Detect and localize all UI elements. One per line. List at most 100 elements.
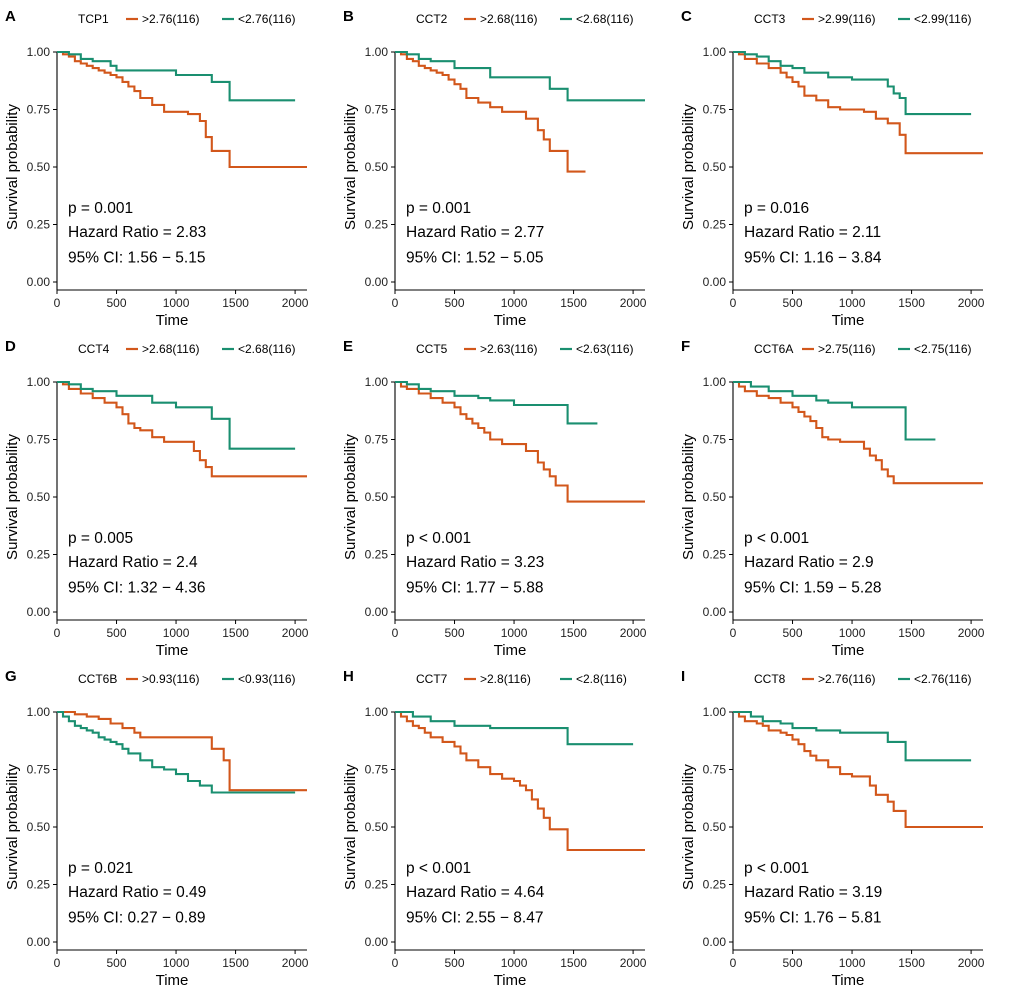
- y-tick-label: 1.00: [703, 375, 727, 389]
- legend: CCT5 >2.63(116) <2.63(116): [416, 342, 634, 356]
- x-axis-title: Time: [832, 972, 865, 986]
- x-tick-label: 1500: [898, 626, 925, 640]
- x-tick-label: 0: [392, 626, 399, 640]
- survival-curve-low: [57, 380, 296, 450]
- x-tick-label: 1000: [839, 626, 866, 640]
- legend-label-low: <2.63(116): [576, 342, 634, 356]
- legend-label-low: <0.93(116): [238, 672, 296, 686]
- panel-b: B CCT2 >2.68(116) <2.68(116) 0.00 0.25 0.50 0.7…: [342, 8, 647, 329]
- p-value: p < 0.001: [406, 530, 471, 547]
- panel-letter: D: [5, 338, 16, 355]
- x-tick-label: 1500: [898, 956, 925, 970]
- legend-gene-label: CCT6A: [754, 342, 793, 356]
- legend-gene-label: CCT5: [416, 342, 448, 356]
- panel-g: G CCT6B >0.93(116) <0.93(116) 0.00 0.25 0.50 0.…: [4, 668, 309, 986]
- p-value: p = 0.001: [406, 200, 471, 217]
- x-tick-label: 1500: [222, 626, 249, 640]
- y-tick-label: 0.50: [703, 490, 727, 504]
- y-tick-label: 0.75: [703, 433, 727, 447]
- p-value: p = 0.005: [68, 530, 133, 547]
- panel-letter: G: [5, 668, 17, 685]
- legend-label-high: >2.63(116): [480, 342, 538, 356]
- panel-h: H CCT7 >2.8(116) <2.8(116) 0.00 0.25 0.50 0.75 1…: [342, 668, 647, 986]
- x-tick-label: 0: [54, 296, 61, 310]
- survival-curve-low: [57, 50, 296, 102]
- y-tick-label: 0.75: [27, 763, 51, 777]
- panel-letter: E: [343, 338, 353, 355]
- y-tick-label: 0.00: [703, 935, 727, 949]
- confidence-interval: 95% CI: 1.56 − 5.15: [68, 249, 205, 266]
- y-tick-label: 0.50: [27, 820, 51, 834]
- x-tick-label: 2000: [282, 296, 309, 310]
- survival-curve-low: [733, 380, 936, 441]
- survival-curve-high: [733, 710, 983, 829]
- survival-curve-high: [57, 380, 307, 478]
- x-tick-label: 500: [445, 956, 465, 970]
- y-axis-title: Survival probability: [680, 434, 697, 560]
- legend: CCT4 >2.68(116) <2.68(116): [78, 342, 296, 356]
- legend: TCP1 >2.76(116) <2.76(116): [78, 12, 296, 26]
- legend-gene-label: CCT6B: [78, 672, 117, 686]
- legend-label-high: >0.93(116): [142, 672, 200, 686]
- survival-curve-high: [57, 50, 307, 169]
- hazard-ratio: Hazard Ratio = 2.4: [68, 554, 198, 571]
- x-tick-label: 0: [730, 296, 737, 310]
- y-tick-label: 0.00: [703, 605, 727, 619]
- p-value: p < 0.001: [744, 530, 809, 547]
- hazard-ratio: Hazard Ratio = 4.64: [406, 884, 545, 901]
- y-axis-title: Survival probability: [680, 764, 697, 890]
- confidence-interval: 95% CI: 1.77 − 5.88: [406, 579, 543, 596]
- y-tick-label: 0.75: [703, 103, 727, 117]
- legend-label-high: >2.75(116): [818, 342, 876, 356]
- x-tick-label: 500: [445, 626, 465, 640]
- x-tick-label: 1500: [560, 626, 587, 640]
- survival-curve-low: [733, 710, 972, 762]
- x-tick-label: 0: [730, 626, 737, 640]
- y-tick-label: 0.75: [27, 103, 51, 117]
- x-tick-label: 500: [783, 956, 803, 970]
- legend: CCT6A >2.75(116) <2.75(116): [754, 342, 972, 356]
- survival-curve-high: [395, 710, 645, 852]
- y-tick-label: 0.25: [27, 878, 51, 892]
- y-tick-label: 0.00: [365, 605, 389, 619]
- y-tick-label: 0.25: [27, 218, 51, 232]
- legend-gene-label: CCT7: [416, 672, 448, 686]
- y-tick-label: 1.00: [365, 45, 389, 59]
- y-tick-label: 1.00: [27, 375, 51, 389]
- legend-label-low: <2.8(116): [576, 672, 627, 686]
- y-tick-label: 0.25: [365, 548, 389, 562]
- x-tick-label: 500: [107, 296, 127, 310]
- y-tick-label: 0.00: [27, 275, 51, 289]
- x-tick-label: 1000: [839, 296, 866, 310]
- x-axis-title: Time: [156, 972, 189, 986]
- survival-curve-high: [57, 710, 307, 792]
- confidence-interval: 95% CI: 1.16 − 3.84: [744, 249, 882, 266]
- legend-gene-label: CCT4: [78, 342, 110, 356]
- legend: CCT7 >2.8(116) <2.8(116): [416, 672, 627, 686]
- y-tick-label: 0.75: [365, 763, 389, 777]
- x-tick-label: 1000: [501, 296, 528, 310]
- x-axis-title: Time: [494, 312, 527, 329]
- legend-label-low: <2.68(116): [576, 12, 634, 26]
- legend: CCT2 >2.68(116) <2.68(116): [416, 12, 634, 26]
- survival-curve-low: [733, 50, 972, 116]
- y-tick-label: 0.75: [365, 103, 389, 117]
- y-tick-label: 0.50: [703, 820, 727, 834]
- survival-curve-high: [733, 50, 983, 155]
- panel-c: C CCT3 >2.99(116) <2.99(116) 0.00 0.25 0.50 0.7…: [680, 8, 985, 329]
- p-value: p = 0.016: [744, 200, 809, 217]
- y-tick-label: 0.50: [27, 490, 51, 504]
- x-tick-label: 0: [392, 296, 399, 310]
- legend-label-low: <2.76(116): [238, 12, 296, 26]
- x-tick-label: 1500: [560, 956, 587, 970]
- panel-e: E CCT5 >2.63(116) <2.63(116) 0.00 0.25 0.50 0.7…: [342, 338, 647, 659]
- y-tick-label: 0.50: [365, 160, 389, 174]
- y-tick-label: 0.75: [703, 763, 727, 777]
- legend-label-high: >2.99(116): [818, 12, 876, 26]
- panel-letter: H: [343, 668, 354, 685]
- survival-curve-high: [733, 380, 983, 485]
- confidence-interval: 95% CI: 1.76 − 5.81: [744, 909, 881, 926]
- survival-curve-low: [395, 710, 634, 746]
- panel-letter: A: [5, 8, 16, 25]
- panel-a: A TCP1 >2.76(116) <2.76(116) 0.00 0.25 0.50 0.7…: [4, 8, 309, 329]
